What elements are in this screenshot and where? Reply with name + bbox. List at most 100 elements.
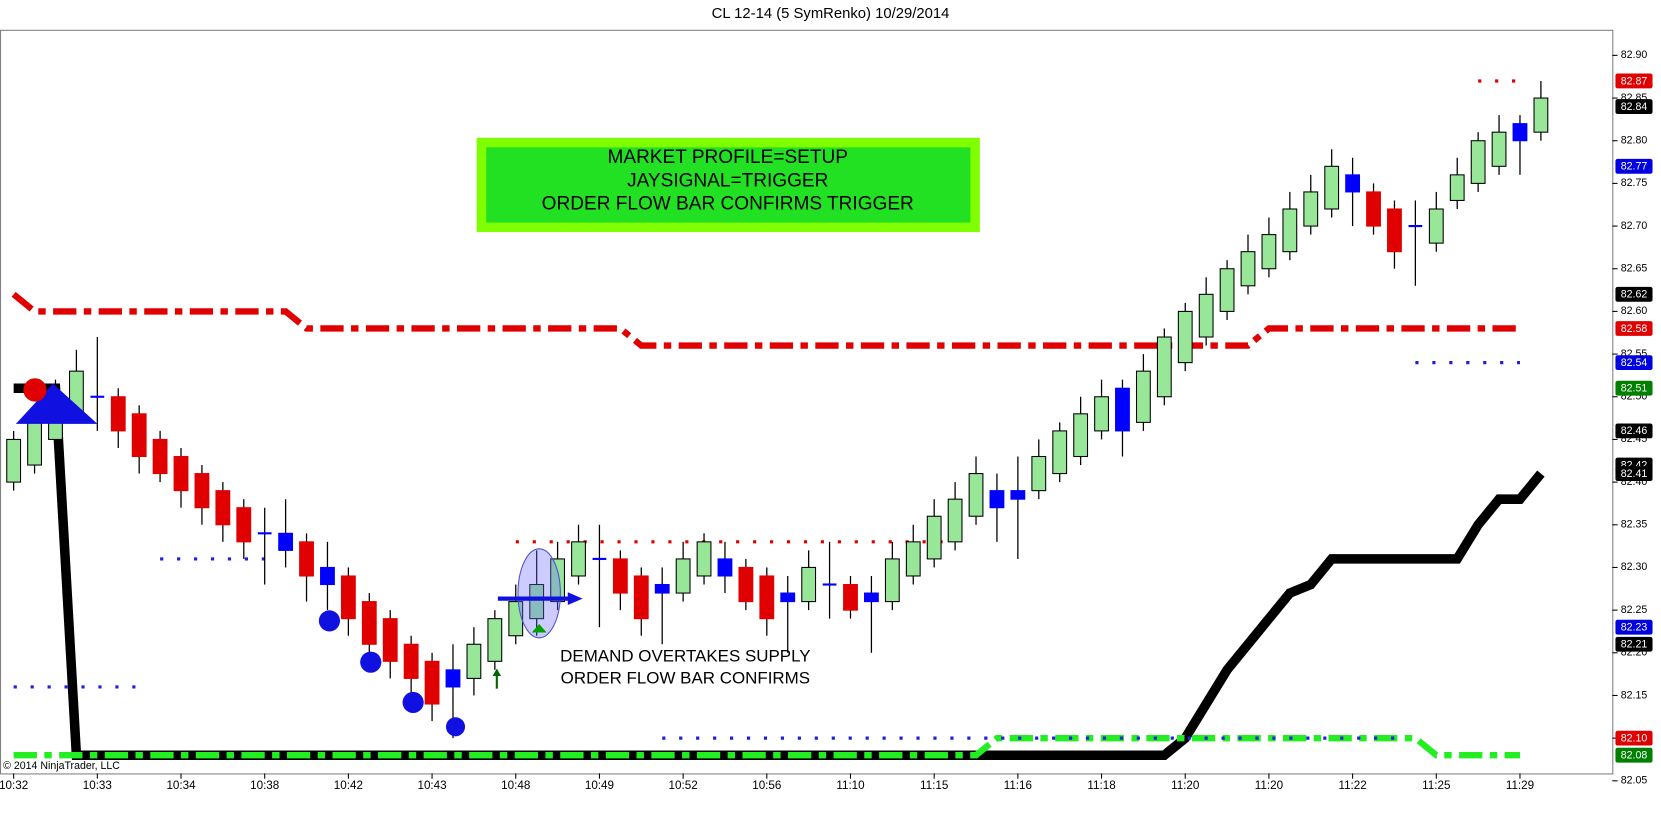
price-marker [1615, 619, 1653, 635]
plot-frame [0, 29, 1614, 775]
signal-dot [402, 691, 424, 714]
candle-body [1240, 251, 1256, 287]
candle-body [236, 507, 252, 543]
candle-body [278, 532, 294, 551]
candle-body [550, 558, 566, 603]
candle-body [1449, 174, 1465, 201]
annotation-box [486, 147, 971, 223]
signal-marker [531, 624, 547, 633]
axis-layer: 82.0582.1082.1582.2082.2582.3082.3582.40… [0, 49, 1653, 792]
price-marker-label: 82.23 [1621, 622, 1648, 634]
candle-body [864, 592, 879, 603]
candle-body [424, 660, 440, 705]
candle-body [968, 473, 984, 517]
candle-body [717, 558, 733, 577]
price-marker-label: 82.62 [1621, 289, 1648, 301]
candle-body [194, 473, 210, 509]
candle-body [947, 498, 963, 543]
candle-body [696, 541, 712, 577]
y-tick-label: 82.80 [1621, 135, 1648, 147]
x-tick-label: 10:52 [669, 779, 698, 792]
price-marker [1615, 73, 1653, 89]
price-marker [1615, 355, 1653, 371]
price-marker-label: 82.58 [1621, 323, 1648, 335]
candle-body [1366, 191, 1381, 227]
y-tick-label: 82.15 [1621, 689, 1648, 701]
price-marker [1615, 321, 1653, 336]
candle-body [1387, 208, 1402, 253]
y-tick-label: 82.90 [1621, 49, 1648, 61]
candle-body [738, 566, 754, 603]
candle-body [1094, 396, 1109, 432]
y-tick-label: 82.25 [1621, 604, 1648, 616]
x-tick-label: 11:22 [1338, 779, 1366, 792]
x-tick-label: 11:25 [1422, 779, 1450, 792]
candle-body [27, 421, 42, 466]
candle-body [1135, 370, 1151, 423]
candle-body [571, 541, 586, 577]
line-layer [11, 79, 1545, 760]
y-tick-label: 82.65 [1621, 263, 1648, 275]
annotation-text: ORDER FLOW BAR CONFIRMS [561, 669, 810, 688]
candle-body [466, 643, 482, 679]
signal-dot [23, 378, 47, 402]
x-tick-label: 11:15 [920, 779, 948, 792]
candle-body [926, 515, 942, 560]
candle-body [1198, 293, 1214, 338]
price-marker-label: 82.84 [1621, 101, 1648, 113]
price-marker [1615, 380, 1653, 396]
candle-body [1010, 490, 1026, 500]
price-marker [1615, 158, 1653, 174]
x-tick-label: 10:56 [752, 779, 781, 792]
annotation-text: ORDER FLOW BAR CONFIRMS TRIGGER [542, 194, 914, 215]
price-marker [1615, 286, 1653, 302]
y-tick-label: 82.05 [1621, 775, 1648, 787]
y-tick-label: 82.70 [1621, 220, 1648, 232]
candle-body [529, 583, 545, 620]
signal-arrow-head [492, 668, 502, 676]
candle-body [173, 455, 189, 492]
candle-body [884, 558, 900, 603]
annotation-text: JAYSIGNAL=TRIGGER [627, 170, 828, 191]
price-marker [1615, 636, 1653, 652]
candle-body [780, 592, 796, 603]
y-tick-label: 82.75 [1621, 177, 1648, 189]
candle-body [403, 643, 419, 679]
price-marker [1615, 730, 1653, 746]
price-marker-label: 82.87 [1621, 75, 1648, 87]
x-tick-label: 11:10 [836, 779, 865, 792]
chart-title: CL 12-14 (5 SymRenko) 10/29/2014 [712, 6, 950, 22]
candle-body [215, 490, 231, 526]
candle-body [1533, 97, 1549, 133]
candle-body [382, 618, 398, 662]
candle-body [759, 575, 775, 620]
x-tick-label: 11:18 [1087, 779, 1115, 792]
indicator-line [11, 291, 1520, 349]
candle-body [1345, 174, 1361, 193]
price-marker [1615, 423, 1653, 439]
candle-body [1512, 123, 1528, 142]
candle-body [110, 396, 126, 432]
candle-body [633, 575, 649, 620]
y-tick-label: 82.60 [1621, 305, 1648, 317]
price-marker [1615, 99, 1653, 114]
candle-body [1491, 131, 1507, 167]
candle-body [320, 566, 335, 586]
x-tick-label: 10:32 [0, 779, 28, 792]
candle-body [989, 490, 1005, 509]
price-marker-label: 82.41 [1621, 468, 1648, 480]
x-tick-label: 10:34 [166, 779, 196, 792]
signal-dot [445, 717, 466, 737]
candle-body [654, 583, 670, 594]
signal-dot [360, 651, 382, 673]
price-marker-label: 82.77 [1621, 161, 1648, 173]
price-marker-label: 82.10 [1621, 732, 1648, 744]
price-marker-label: 82.21 [1621, 639, 1648, 651]
highlight-ellipse [517, 548, 561, 639]
candle-body [1156, 336, 1172, 398]
candle-body [361, 601, 377, 645]
candle-body [1073, 413, 1089, 458]
